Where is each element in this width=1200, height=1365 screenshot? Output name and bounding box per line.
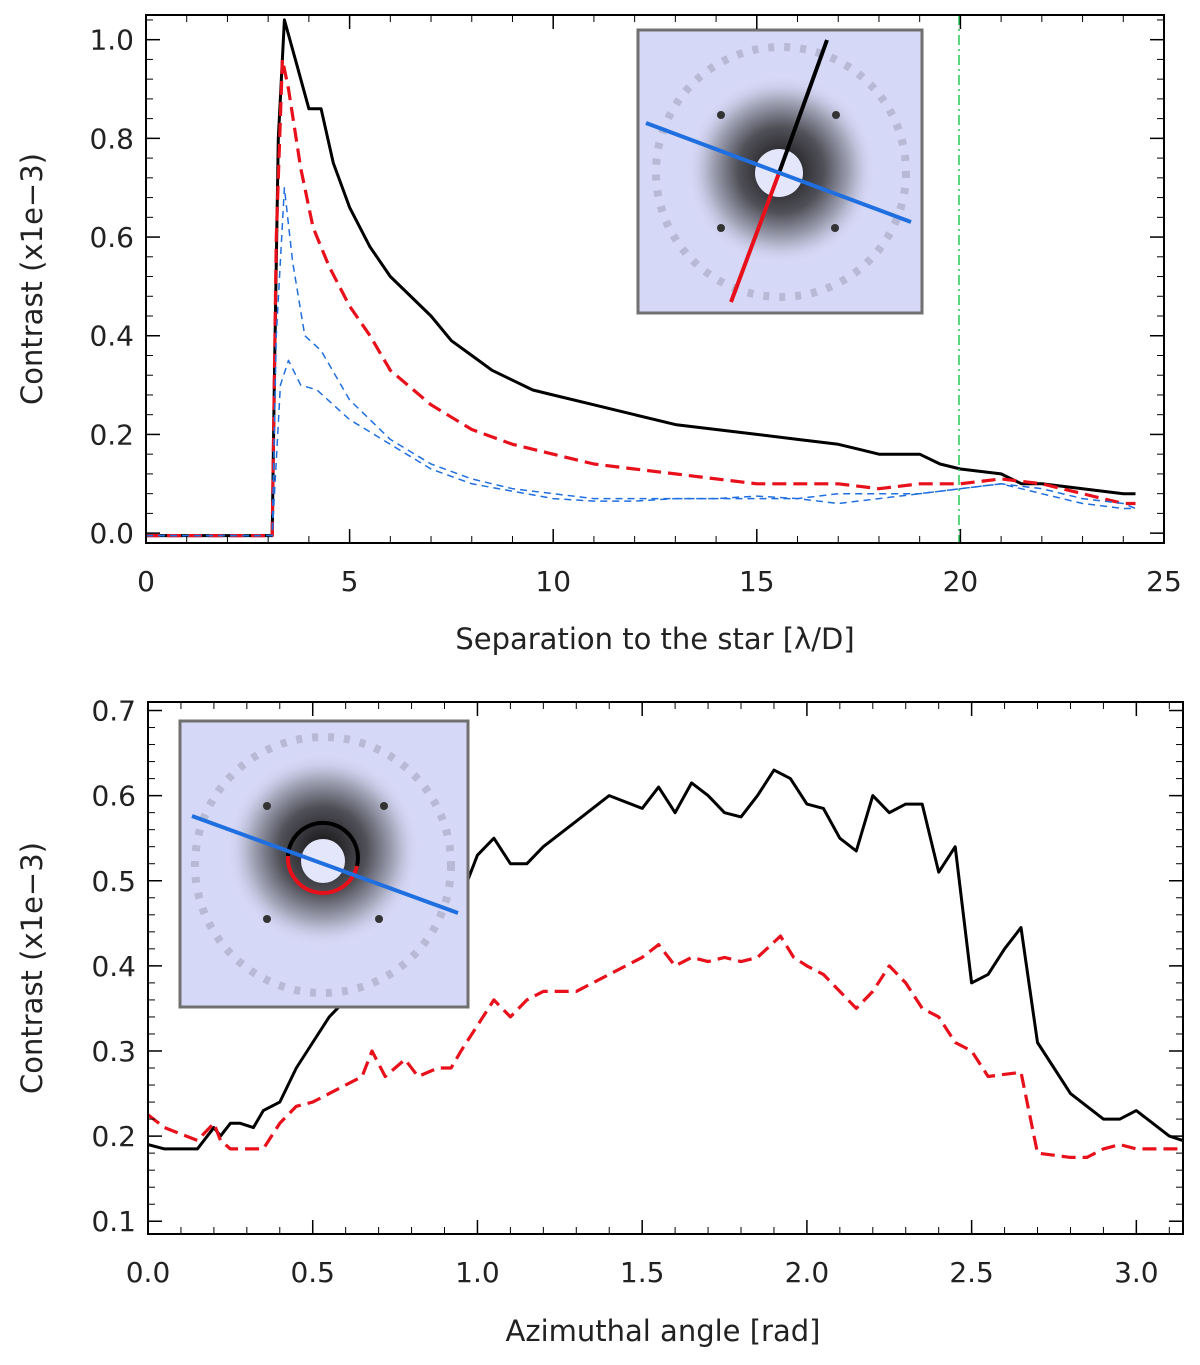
inset-line-blue-bottom	[191, 814, 459, 915]
bottom-x-tick-label: 0.5	[290, 1256, 335, 1289]
bottom-series-red-dashed	[148, 934, 1183, 1159]
top-series-red-dashed	[146, 57, 1136, 538]
inset-line-blue-top	[645, 121, 912, 224]
plot-frame-bottom	[147, 701, 1184, 1235]
top-series-blue-dashed-2	[146, 359, 1136, 537]
bottom-y-tick-label: 0.6	[91, 780, 136, 813]
inset-dot-bottom-1	[263, 802, 271, 810]
bottom-y-tick-label: 0.2	[91, 1120, 136, 1153]
top-y-tick-label: 0.6	[89, 221, 134, 254]
top-x-axis-label: Separation to the star [λ/D]	[455, 622, 854, 656]
top-x-tick-label: 15	[739, 565, 775, 598]
inset-dot-top-3	[717, 224, 725, 232]
top-x-tick-label: 20	[943, 565, 979, 598]
bottom-panel: 0.0 0.5 1.0 1.5 2.0 2.5 3.0 0.1 0.2 0.3 0.4 0.5 0.6 0…	[15, 695, 1184, 1348]
plot-frame-top	[145, 14, 1165, 544]
top-x-tick-label: 0	[137, 565, 155, 598]
bottom-y-tick-label: 0.7	[91, 695, 136, 728]
bottom-x-tick-label: 2.5	[949, 1256, 994, 1289]
inset-ring-bottom	[191, 733, 455, 997]
top-y-axis-label: Contrast (x1e−3)	[15, 153, 49, 405]
bottom-x-tick-label: 1.5	[620, 1256, 665, 1289]
top-panel: 0 5 10 15 20 25 0.0 0.2 0.4 0.6 0.8 1.0 Separation …	[15, 14, 1182, 656]
bottom-x-tick-label: 0.0	[126, 1256, 171, 1289]
top-series-black-solid	[146, 18, 1136, 538]
top-x-tick-label: 25	[1146, 565, 1182, 598]
bottom-y-axis-label: Contrast (x1e−3)	[15, 842, 49, 1094]
inset-dot-top-4	[831, 224, 839, 232]
inset-dot-top-1	[717, 111, 725, 119]
inset-line-black-top	[777, 39, 829, 174]
bottom-x-axis-label: Azimuthal angle [rad]	[506, 1314, 821, 1348]
top-y-tick-label: 0.4	[89, 320, 134, 353]
bottom-x-tick-label: 1.0	[455, 1256, 500, 1289]
top-x-tick-label: 10	[535, 565, 571, 598]
top-x-tick-label: 5	[341, 565, 359, 598]
inset-image-bottom	[178, 719, 470, 1009]
inset-dot-top-2	[832, 111, 840, 119]
inset-arc-red-bottom	[285, 855, 359, 895]
top-y-tick-label: 0.8	[89, 122, 134, 155]
bottom-y-tick-label: 0.5	[91, 865, 136, 898]
inset-arc-black-bottom	[286, 820, 360, 867]
top-y-tick-label: 0.0	[89, 517, 134, 550]
inset-ring-top	[652, 43, 910, 301]
bottom-x-tick-label: 3.0	[1114, 1256, 1159, 1289]
top-y-tick-label: 1.0	[89, 24, 134, 57]
bottom-y-tick-label: 0.3	[91, 1035, 136, 1068]
bottom-y-tick-label: 0.1	[91, 1205, 136, 1238]
inset-image-top	[636, 28, 924, 315]
bottom-axes: 0.0 0.5 1.0 1.5 2.0 2.5 3.0 0.1 0.2 0.3 0.4 0.5 0.6 0…	[91, 695, 1183, 1289]
top-series-blue-dashed-1	[146, 186, 1136, 537]
bottom-y-tick-label: 0.4	[91, 950, 136, 983]
top-axes: 0 5 10 15 20 25 0.0 0.2 0.4 0.6 0.8 1.0	[89, 15, 1182, 598]
top-series-group	[146, 18, 1136, 538]
bottom-series-black-solid	[148, 768, 1183, 1151]
top-y-tick-label: 0.2	[89, 418, 134, 451]
inset-line-red-top	[729, 172, 781, 303]
inset-dot-bottom-4	[375, 915, 383, 923]
inset-center-bottom	[301, 839, 345, 883]
inset-dot-bottom-3	[263, 915, 271, 923]
inset-dot-bottom-2	[380, 802, 388, 810]
bottom-x-tick-label: 2.0	[785, 1256, 830, 1289]
